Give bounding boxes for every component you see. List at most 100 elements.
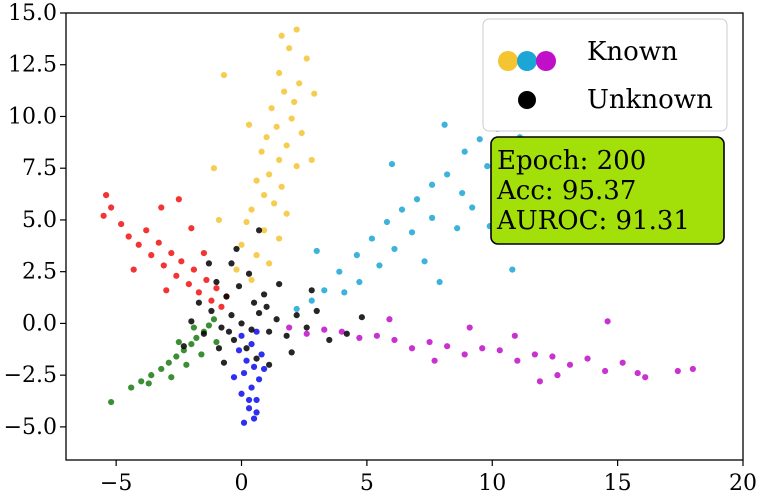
scatter-point <box>421 258 428 265</box>
scatter-point <box>376 262 383 269</box>
y-tick-label: 5.0 <box>22 208 57 233</box>
legend-known-marker <box>517 51 537 71</box>
scatter-point <box>108 204 115 211</box>
scatter-point <box>180 343 187 350</box>
legend-frame <box>482 18 728 132</box>
scatter-point <box>203 276 210 284</box>
scatter-point <box>441 121 448 128</box>
scatter-point <box>253 177 260 184</box>
scatter-point <box>145 380 152 387</box>
scatter-point <box>245 121 253 128</box>
legend-known-marker <box>498 51 518 71</box>
scatter-point <box>190 266 197 273</box>
y-tick-label: 10.0 <box>8 104 57 129</box>
x-tick-label: −5 <box>100 471 132 494</box>
scatter-point <box>496 347 503 354</box>
scatter-point <box>391 336 398 344</box>
scatter-point <box>293 305 300 313</box>
scatter-point <box>373 332 381 339</box>
scatter-point <box>255 309 263 317</box>
scatter-point <box>341 289 348 296</box>
annotation-auroc: AUROC: 91.31 <box>496 206 690 236</box>
scatter-point <box>276 69 283 77</box>
scatter-point <box>266 260 273 267</box>
scatter-point <box>286 324 293 331</box>
scatter-point <box>100 212 107 219</box>
x-tick-label: 10 <box>478 471 506 494</box>
scatter-point <box>308 156 315 164</box>
scatter-point <box>248 341 255 348</box>
scatter-point <box>198 351 205 358</box>
scatter-point <box>326 336 333 344</box>
scatter-point <box>248 326 255 333</box>
scatter-point <box>283 142 290 149</box>
scatter-point <box>188 341 195 348</box>
scatter-point <box>391 245 398 253</box>
scatter-point <box>619 359 626 366</box>
scatter-point <box>268 105 275 112</box>
scatter-point <box>230 336 238 344</box>
scatter-point <box>356 334 363 342</box>
scatter-point <box>135 241 142 248</box>
scatter-point <box>208 307 215 315</box>
legend-known-markers <box>498 51 556 71</box>
annotation-acc: Acc: 95.37 <box>496 176 636 206</box>
scatter-point <box>276 235 283 242</box>
scatter-point <box>413 196 421 203</box>
scatter-point <box>454 225 461 232</box>
scatter-point <box>250 415 258 422</box>
scatter-point <box>228 312 235 319</box>
scatter-point <box>291 98 298 106</box>
scatter-point <box>240 419 248 426</box>
scatter-point <box>225 328 233 335</box>
annotation-background <box>490 136 725 245</box>
scatter-point <box>238 320 245 327</box>
scatter-point <box>233 245 240 253</box>
scatter-point <box>210 165 218 172</box>
scatter-point <box>509 266 516 273</box>
scatter-point <box>245 396 253 404</box>
scatter-point <box>238 332 245 339</box>
legend-label-unknown: Unknown <box>587 85 713 115</box>
scatter-point <box>308 287 315 294</box>
scatter-point <box>250 363 258 370</box>
scatter-point <box>278 32 285 39</box>
scatter-point <box>228 260 235 267</box>
scatter-point <box>258 351 265 358</box>
scatter-point <box>200 330 208 337</box>
scatter-point <box>165 359 172 366</box>
scatter-point <box>175 338 182 346</box>
scatter-point <box>208 297 215 304</box>
scatter-point <box>253 355 260 362</box>
scatter-point <box>245 405 253 412</box>
scatter-point <box>303 330 310 337</box>
scatter-point <box>293 26 300 33</box>
scatter-point <box>148 372 155 379</box>
scatter-point <box>469 204 476 211</box>
scatter-point <box>195 289 202 296</box>
x-tick-label: 15 <box>604 471 632 494</box>
scatter-point <box>601 367 609 375</box>
scatter-point <box>185 280 192 288</box>
scatter-point <box>308 297 315 304</box>
scatter-point <box>160 262 167 269</box>
scatter-point <box>205 260 213 267</box>
scatter-point <box>313 247 320 255</box>
scatter-point <box>461 351 468 358</box>
y-tick-label: −5.0 <box>4 415 57 440</box>
scatter-point <box>476 136 483 143</box>
annotation-box: Epoch: 200 Acc: 95.37 AUROC: 91.31 <box>490 136 725 245</box>
scatter-point <box>431 357 438 364</box>
scatter-point <box>188 318 195 325</box>
scatter-point <box>383 218 391 226</box>
scatter-point <box>118 220 125 228</box>
scatter-point <box>143 227 150 234</box>
scatter-point <box>566 361 574 368</box>
scatter-point <box>278 183 285 190</box>
scatter-point <box>250 299 258 306</box>
scatter-point <box>238 241 245 248</box>
legend-known-marker <box>536 51 556 71</box>
scatter-point <box>248 384 255 391</box>
scatter-point <box>130 266 137 273</box>
